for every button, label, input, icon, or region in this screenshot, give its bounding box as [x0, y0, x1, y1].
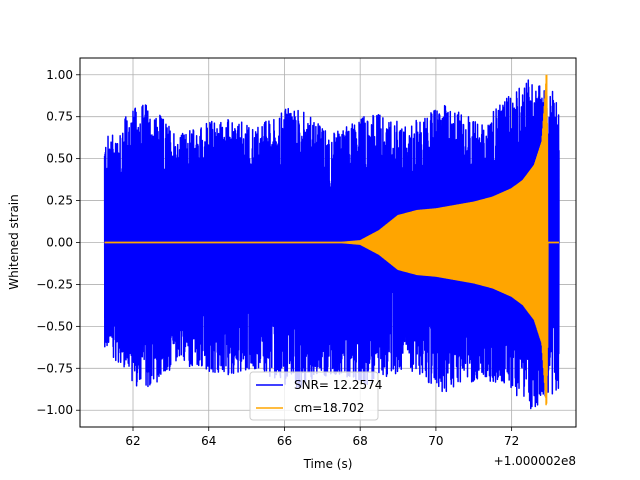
legend: SNR= 12.2574 cm=18.702 — [249, 371, 382, 421]
y-tick-label: 0.00 — [46, 236, 73, 250]
x-axis-offset-label: +1.000002e8 — [494, 454, 576, 468]
y-tick-label: −1.00 — [36, 403, 73, 417]
x-tick-label: 62 — [125, 434, 140, 448]
y-tick-label: 0.50 — [46, 152, 73, 166]
y-tick-label: −0.50 — [36, 319, 73, 333]
y-tick-label: −0.75 — [36, 361, 73, 375]
x-tick-label: 64 — [201, 434, 216, 448]
y-tick-label: −0.25 — [36, 277, 73, 291]
x-axis-label: Time (s) — [303, 457, 353, 471]
series-layer — [103, 74, 560, 410]
x-tick-label: 68 — [353, 434, 368, 448]
y-tick-label: 1.00 — [46, 68, 73, 82]
y-axis-label: Whitened strain — [7, 194, 21, 290]
x-tick-label: 66 — [277, 434, 292, 448]
y-tick-label: 0.25 — [46, 194, 73, 208]
series-snr-line — [103, 79, 560, 410]
legend-label-snr: SNR= 12.2574 — [294, 378, 382, 392]
legend-label-cm: cm=18.702 — [294, 401, 364, 415]
y-tick-label: 0.75 — [46, 110, 73, 124]
x-tick-label: 70 — [428, 434, 443, 448]
x-tick-label: 72 — [504, 434, 519, 448]
ticks: 62 64 66 68 70 72 −1.00 −0.75 −0.50 −0.25 0.00 0.25… — [36, 68, 519, 448]
